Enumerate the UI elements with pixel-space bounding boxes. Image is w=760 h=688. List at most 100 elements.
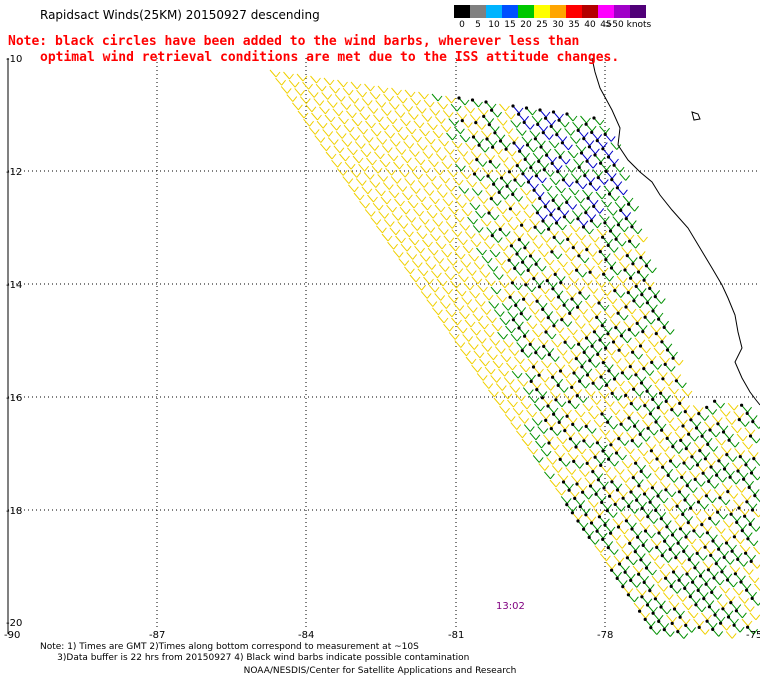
wind-barb [708, 516, 721, 526]
wind-barb [695, 463, 708, 473]
wind-barb [546, 404, 559, 414]
wind-barb [604, 169, 617, 179]
wind-barb [624, 519, 637, 529]
wind-barb [436, 190, 448, 198]
wind-barb [557, 473, 569, 482]
wind-barb [421, 202, 432, 211]
wind-barb [424, 136, 436, 145]
wind-barb [516, 342, 528, 350]
wind-barb [523, 157, 536, 167]
wind-barb [592, 257, 603, 266]
wind-barb [604, 346, 616, 356]
wind-barb [580, 365, 593, 375]
wind-barb [599, 375, 612, 385]
wind-barb [357, 126, 368, 135]
wind-barb [475, 210, 486, 219]
wind-barb [616, 311, 629, 321]
wind-barb [391, 213, 403, 221]
wind-barb [632, 565, 644, 574]
wind-barb [489, 197, 502, 206]
wind-barb [576, 519, 589, 529]
wind-barb [709, 465, 722, 475]
wind-barb [668, 600, 680, 609]
wind-barb [475, 158, 488, 167]
wind-barb [631, 476, 644, 485]
legend-label: 5 [475, 20, 481, 30]
wind-barb [321, 92, 333, 100]
wind-barb [720, 534, 732, 543]
wind-barb [562, 444, 573, 453]
wind-barb [299, 96, 311, 104]
wind-barb [566, 237, 579, 247]
wind-barb [421, 114, 433, 122]
wind-barb [623, 409, 634, 418]
wind-barb [580, 241, 592, 249]
wind-barb [571, 422, 584, 432]
wind-barb [534, 174, 547, 184]
wind-barb [703, 545, 716, 555]
wind-barb [435, 153, 447, 161]
wind-barb [754, 583, 760, 592]
wind-barb [546, 368, 558, 377]
wind-barb [748, 434, 760, 444]
wind-barb [555, 185, 566, 194]
wind-barb [443, 323, 454, 332]
wind-barb [515, 216, 527, 225]
wind-barb [554, 148, 565, 157]
wind-barb [726, 615, 739, 625]
wind-barb [578, 505, 591, 514]
wind-barb [628, 365, 641, 374]
wind-barb [596, 352, 609, 362]
wind-barb [585, 159, 598, 169]
wind-barb [744, 551, 756, 561]
wind-barb [503, 377, 515, 385]
wind-barb [598, 338, 611, 348]
wind-barb [497, 331, 508, 340]
wind-barb [501, 303, 513, 311]
wind-barb [716, 600, 728, 608]
wind-barb [362, 135, 374, 143]
legend-label: 20 [520, 20, 532, 30]
wind-barb [653, 295, 666, 304]
wind-barb [712, 576, 725, 586]
wind-barb [663, 415, 675, 424]
wind-barb [338, 116, 349, 125]
wind-barb [728, 528, 740, 536]
wind-barb [583, 174, 596, 183]
wind-barb [567, 327, 578, 336]
wind-barb [384, 130, 395, 139]
wind-barb [585, 248, 598, 257]
lon-label: -81 [448, 630, 464, 641]
wind-barb [691, 580, 703, 590]
wind-barb [581, 490, 593, 500]
wind-barb [550, 250, 563, 260]
wind-barb [582, 403, 594, 412]
legend-label: 25 [536, 20, 548, 30]
wind-barb [615, 415, 626, 424]
wind-barb [636, 270, 649, 280]
wind-barb [559, 333, 570, 342]
wind-barb [497, 190, 510, 200]
wind-barb [492, 272, 504, 280]
wind-barb [632, 299, 645, 309]
wind-barb [739, 544, 751, 553]
wind-barb [399, 206, 411, 215]
wind-barb [702, 597, 715, 606]
wind-barb [570, 511, 583, 521]
wind-barb [682, 602, 693, 611]
wind-barb [703, 509, 715, 518]
wind-barb [361, 98, 373, 106]
wind-barb [623, 570, 636, 580]
wind-barb [378, 122, 390, 131]
wind-barb [310, 75, 321, 84]
wind-barb [507, 399, 518, 408]
wind-barb [568, 276, 580, 284]
wind-barb [545, 243, 557, 251]
wind-barb [516, 430, 527, 439]
wind-barb [333, 145, 345, 154]
wind-barb [651, 611, 664, 621]
wind-barb [704, 421, 715, 430]
wind-barb [423, 276, 434, 285]
wind-barb [419, 254, 431, 262]
wind-barb [613, 467, 625, 475]
